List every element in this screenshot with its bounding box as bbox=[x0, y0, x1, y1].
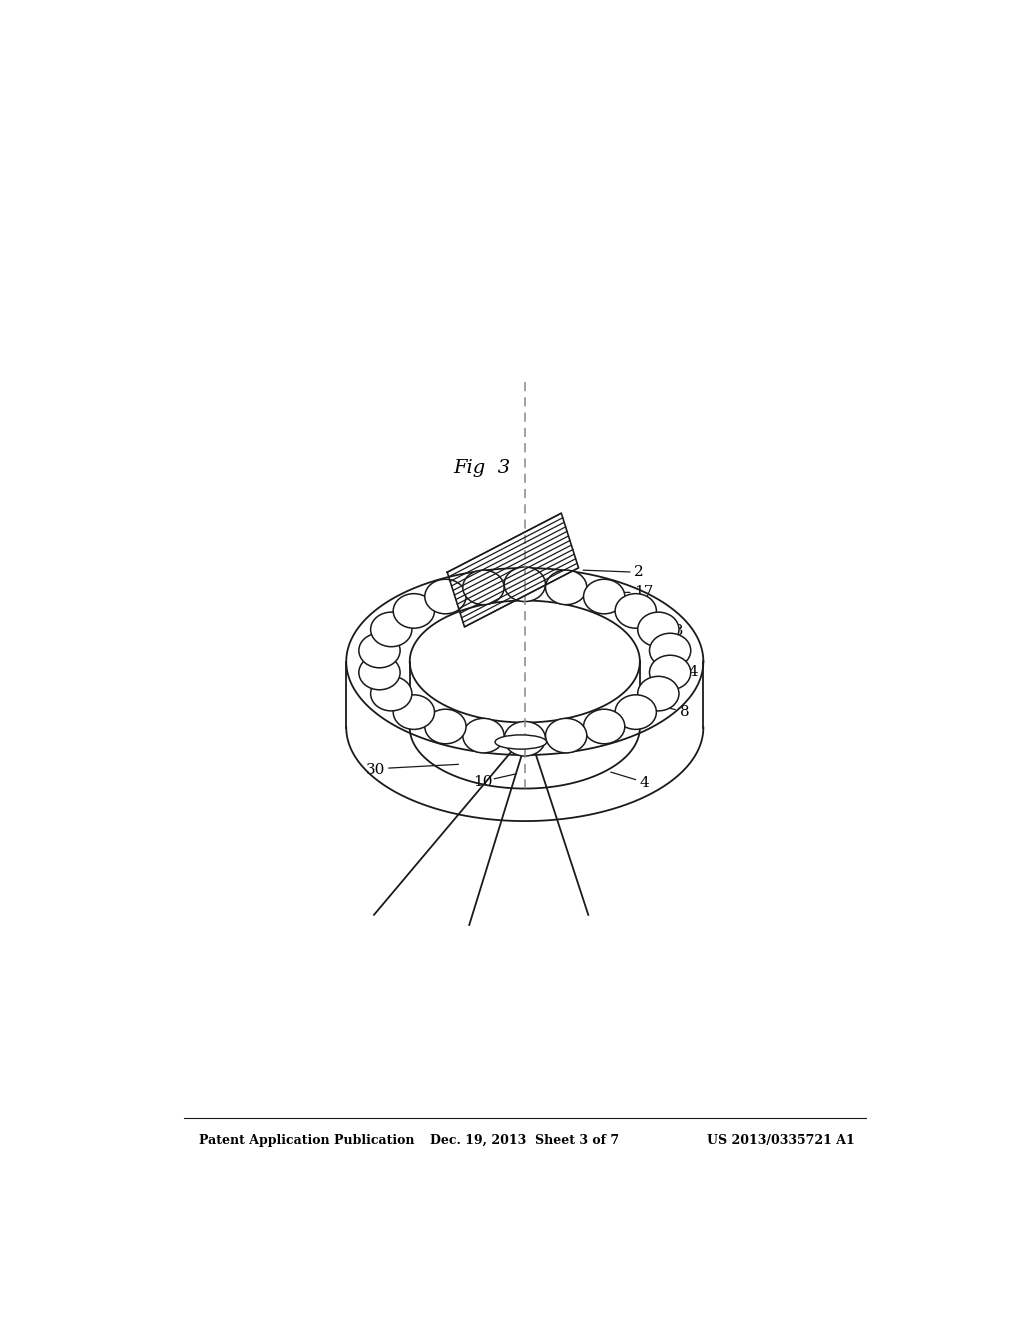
Text: 18: 18 bbox=[664, 624, 683, 638]
Ellipse shape bbox=[649, 655, 691, 690]
Text: Patent Application Publication: Patent Application Publication bbox=[200, 1134, 415, 1147]
Ellipse shape bbox=[425, 709, 466, 743]
Ellipse shape bbox=[371, 676, 412, 711]
Text: US 2013/0335721 A1: US 2013/0335721 A1 bbox=[708, 1134, 855, 1147]
Ellipse shape bbox=[546, 570, 587, 605]
Ellipse shape bbox=[495, 735, 547, 750]
Text: Fig  3: Fig 3 bbox=[454, 459, 511, 478]
Ellipse shape bbox=[463, 570, 504, 605]
Text: Dec. 19, 2013  Sheet 3 of 7: Dec. 19, 2013 Sheet 3 of 7 bbox=[430, 1134, 618, 1147]
Ellipse shape bbox=[425, 579, 466, 614]
Ellipse shape bbox=[584, 709, 625, 743]
Ellipse shape bbox=[649, 634, 691, 668]
Text: 30: 30 bbox=[367, 763, 385, 777]
Text: 10: 10 bbox=[473, 775, 493, 789]
Ellipse shape bbox=[615, 694, 656, 730]
Ellipse shape bbox=[463, 718, 504, 752]
Text: 17: 17 bbox=[634, 585, 653, 599]
Text: 14: 14 bbox=[680, 665, 699, 678]
Ellipse shape bbox=[615, 594, 656, 628]
Ellipse shape bbox=[358, 634, 400, 668]
Ellipse shape bbox=[393, 694, 434, 730]
Ellipse shape bbox=[371, 612, 412, 647]
Ellipse shape bbox=[546, 718, 587, 752]
Text: 4: 4 bbox=[640, 776, 649, 791]
Ellipse shape bbox=[638, 612, 679, 647]
Ellipse shape bbox=[358, 655, 400, 690]
Ellipse shape bbox=[584, 579, 625, 614]
Ellipse shape bbox=[504, 722, 546, 756]
Ellipse shape bbox=[638, 676, 679, 711]
Text: 8: 8 bbox=[680, 705, 689, 719]
Ellipse shape bbox=[393, 594, 434, 628]
Text: 2: 2 bbox=[634, 565, 644, 579]
Ellipse shape bbox=[504, 568, 546, 602]
